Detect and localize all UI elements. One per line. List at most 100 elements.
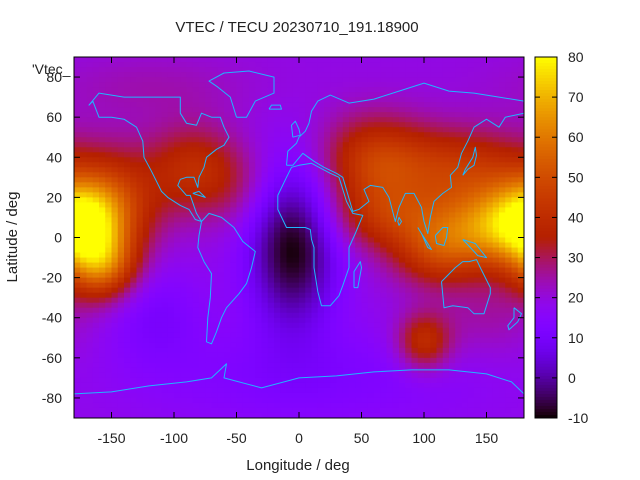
heat-cell	[442, 237, 450, 244]
heat-cell	[249, 207, 256, 214]
heat-cell	[92, 242, 100, 249]
heat-cell	[74, 62, 81, 68]
heat-cell	[242, 162, 250, 168]
heat-cell	[324, 242, 331, 249]
heat-cell	[167, 72, 175, 78]
heat-cell	[124, 122, 131, 128]
heat-cell	[349, 342, 356, 349]
heat-cell	[230, 177, 238, 183]
heat-cell	[92, 57, 100, 63]
heat-cell	[374, 352, 381, 359]
heat-cell	[155, 377, 163, 384]
heat-cell	[367, 307, 375, 314]
heat-cell	[124, 287, 131, 294]
heat-cell	[111, 377, 119, 384]
heat-cell	[92, 167, 100, 173]
heat-cell	[99, 337, 106, 344]
heat-cell	[205, 97, 213, 103]
heat-cell	[199, 227, 206, 234]
heat-cell	[167, 362, 175, 369]
heat-cell	[217, 207, 225, 214]
heat-cell	[324, 67, 331, 73]
heat-cell	[192, 177, 200, 183]
heat-cell	[292, 302, 300, 309]
heat-cell	[361, 392, 369, 399]
heat-cell	[161, 147, 169, 153]
heat-cell	[386, 247, 394, 254]
heat-cell	[142, 82, 150, 88]
heat-cell	[236, 212, 244, 219]
heat-cell	[230, 62, 238, 68]
heat-cell	[417, 342, 425, 349]
heat-cell	[436, 217, 444, 224]
heat-cell	[192, 232, 200, 239]
heat-cell	[386, 392, 394, 399]
heat-cell	[142, 152, 150, 158]
heat-cell	[155, 107, 163, 113]
heat-cell	[242, 152, 250, 158]
heat-cell	[480, 407, 488, 414]
heat-cell	[492, 257, 500, 264]
heat-cell	[249, 157, 256, 163]
heat-cell	[417, 87, 425, 93]
heat-cell	[224, 82, 231, 88]
heat-cell	[117, 242, 125, 249]
heat-cell	[317, 87, 325, 93]
heat-cell	[92, 182, 100, 188]
heat-cell	[211, 362, 219, 369]
heat-cell	[330, 157, 338, 163]
heat-cell	[392, 252, 400, 259]
heat-cell	[442, 142, 450, 148]
heat-cell	[205, 407, 213, 414]
heat-cell	[405, 282, 413, 289]
heat-cell	[136, 352, 144, 359]
heat-cell	[111, 242, 119, 249]
heat-cell	[499, 227, 506, 234]
heat-cell	[205, 392, 213, 399]
heat-cell	[286, 202, 294, 209]
heat-cell	[105, 167, 113, 173]
heat-cell	[80, 212, 88, 219]
heat-cell	[474, 77, 481, 83]
heat-cell	[499, 377, 506, 384]
heat-cell	[430, 262, 438, 269]
heat-cell	[474, 362, 481, 369]
heat-cell	[236, 337, 244, 344]
heat-cell	[436, 67, 444, 73]
heat-cell	[205, 412, 213, 418]
heat-cell	[436, 407, 444, 414]
heat-cell	[474, 272, 481, 279]
heat-cell	[467, 267, 475, 274]
heat-cell	[167, 257, 175, 264]
heat-cell	[236, 297, 244, 304]
heat-cell	[367, 292, 375, 299]
heat-cell	[86, 132, 94, 138]
heat-cell	[267, 107, 275, 113]
heat-cell	[342, 117, 350, 123]
heat-cell	[311, 117, 319, 123]
heat-cell	[499, 312, 506, 319]
heat-cell	[311, 137, 319, 143]
heat-cell	[117, 212, 125, 219]
heat-cell	[436, 82, 444, 88]
heat-cell	[167, 117, 175, 123]
heat-cell	[311, 232, 319, 239]
heat-cell	[330, 152, 338, 158]
heat-cell	[242, 57, 250, 63]
heat-cell	[192, 207, 200, 214]
heat-cell	[224, 152, 231, 158]
heat-cell	[255, 142, 263, 148]
heat-cell	[205, 282, 213, 289]
heat-cell	[467, 67, 475, 73]
heat-cell	[99, 222, 106, 229]
heat-cell	[411, 387, 419, 394]
heat-cell	[474, 352, 481, 359]
heat-cell	[199, 112, 206, 118]
heat-cell	[424, 382, 431, 389]
heat-cell	[336, 217, 344, 224]
heat-cell	[74, 322, 81, 329]
heat-cell	[174, 317, 181, 324]
heat-cell	[474, 247, 481, 254]
heat-cell	[267, 322, 275, 329]
heat-cell	[117, 352, 125, 359]
